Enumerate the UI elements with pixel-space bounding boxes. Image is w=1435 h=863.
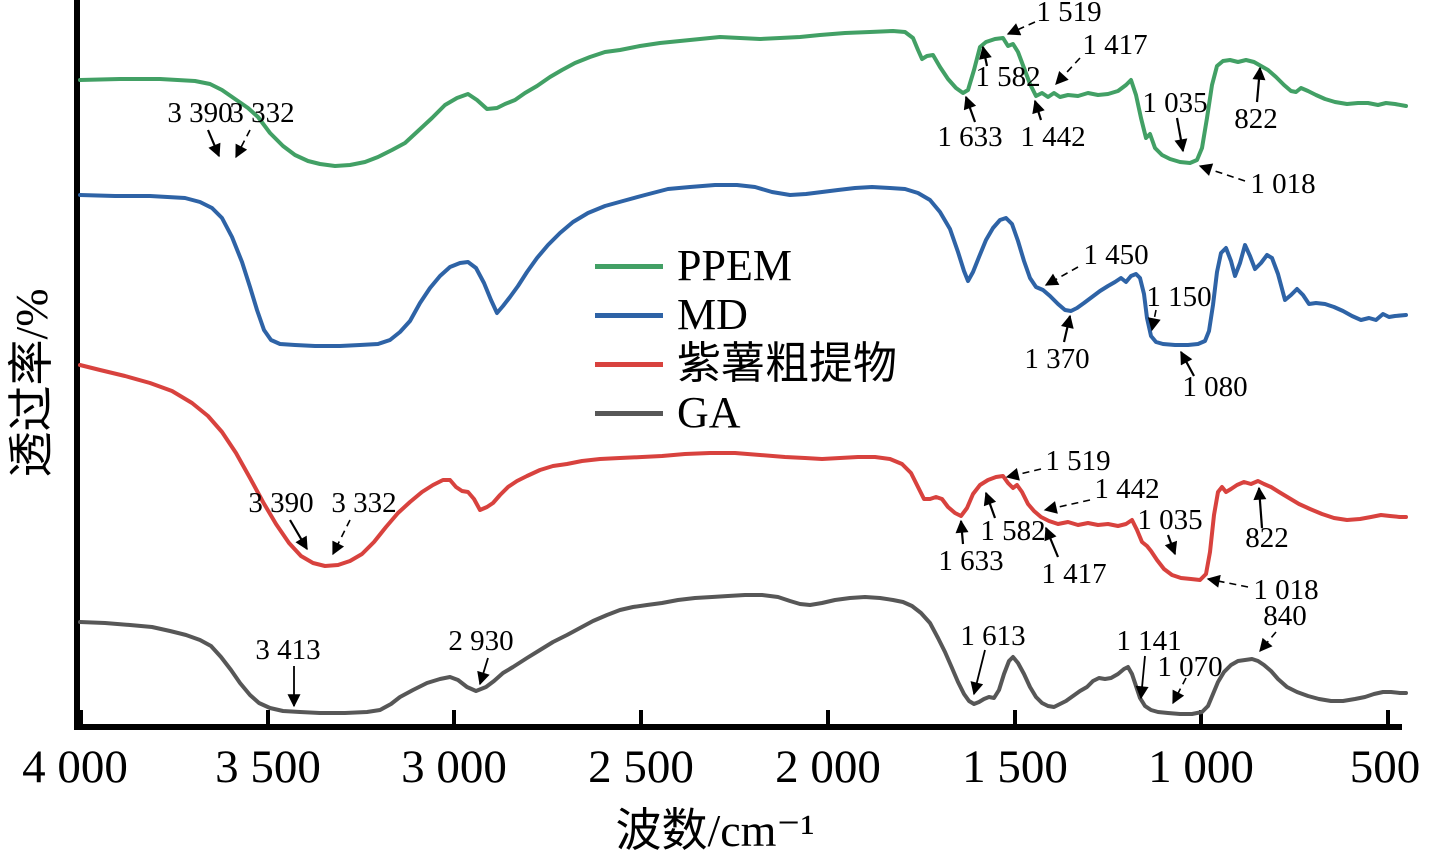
legend-entry-md: MD <box>595 290 748 340</box>
peak-label-extract-1519: 1 519 <box>1045 445 1111 477</box>
peak-label-md-1080: 1 080 <box>1182 371 1248 403</box>
x-axis-line <box>74 724 1402 730</box>
peak-label-ppem-1442: 1 442 <box>1020 121 1086 153</box>
legend-label-md: MD <box>677 290 748 339</box>
peak-label-extract-1417: 1 417 <box>1041 558 1107 590</box>
x-tick-1000: 1 000 <box>1148 741 1254 793</box>
legend-line-extract <box>595 361 663 367</box>
x-axis-title: 波数/cm⁻¹ <box>615 805 815 856</box>
legend-line-md <box>595 312 663 318</box>
peak-label-extract-1442: 1 442 <box>1094 473 1160 505</box>
legend-label-ga: GA <box>677 388 741 437</box>
legend-line-ppem <box>595 263 663 269</box>
y-axis-line <box>74 0 80 730</box>
peak-label-ga-2930: 2 930 <box>448 625 514 657</box>
peak-label-ga-1070: 1 070 <box>1157 651 1223 683</box>
x-tick-4000: 4 000 <box>22 741 128 793</box>
peak-label-extract-1582: 1 582 <box>980 515 1046 547</box>
peak-label-ppem-1417: 1 417 <box>1082 29 1148 61</box>
spectrum-ppem <box>78 29 1408 168</box>
peak-label-ga-840: 840 <box>1263 600 1307 632</box>
legend-entry-ppem: PPEM <box>595 241 792 291</box>
peak-label-ga-3413: 3 413 <box>255 634 321 666</box>
peak-label-ppem-3390: 3 390 <box>167 97 233 129</box>
x-tick-3000: 3 000 <box>401 741 507 793</box>
peak-label-ppem-1633: 1 633 <box>937 121 1003 153</box>
x-tick-500: 500 <box>1349 741 1421 793</box>
legend-label-ppem: PPEM <box>677 241 792 290</box>
x-tick-3500: 3 500 <box>215 741 321 793</box>
legend-entry-ga: GA <box>595 388 741 438</box>
legend-line-ga <box>595 410 663 416</box>
spectrum-md <box>78 183 1408 348</box>
spectrum-ga <box>78 593 1408 716</box>
x-tick-1500: 1 500 <box>962 741 1068 793</box>
peak-label-ppem-1519: 1 519 <box>1036 0 1102 28</box>
annotation-arrows <box>206 21 1277 708</box>
peak-label-extract-3390: 3 390 <box>248 487 314 519</box>
legend-entry-extract: 紫薯粗提物 <box>595 339 897 389</box>
x-tick-2000: 2 000 <box>775 741 881 793</box>
peak-label-extract-822: 822 <box>1245 522 1289 554</box>
peak-label-ppem-1035: 1 035 <box>1142 87 1208 119</box>
y-axis-title: 透过率/% <box>6 288 57 478</box>
peak-label-ppem-1582: 1 582 <box>975 61 1041 93</box>
peak-label-ppem-1018: 1 018 <box>1250 168 1316 200</box>
spectrum-purple-sweet-potato-extract <box>78 363 1408 582</box>
peak-label-ppem-3332: 3 332 <box>229 97 295 129</box>
legend-label-extract: 紫薯粗提物 <box>677 339 897 388</box>
peak-label-extract-1018: 1 018 <box>1253 574 1319 606</box>
peak-label-md-1150: 1 150 <box>1146 281 1212 313</box>
x-tick-2500: 2 500 <box>588 741 694 793</box>
peak-label-ga-1613: 1 613 <box>960 620 1026 652</box>
peak-label-ga-1141: 1 141 <box>1116 625 1182 657</box>
peak-label-extract-1633: 1 633 <box>938 545 1004 577</box>
peak-label-ppem-822: 822 <box>1234 103 1278 135</box>
x-axis-ticks <box>79 710 1390 724</box>
peak-label-md-1450: 1 450 <box>1083 239 1149 271</box>
peak-label-extract-1035: 1 035 <box>1137 504 1203 536</box>
peak-label-md-1370: 1 370 <box>1024 343 1090 375</box>
peak-label-extract-3332: 3 332 <box>331 487 397 519</box>
